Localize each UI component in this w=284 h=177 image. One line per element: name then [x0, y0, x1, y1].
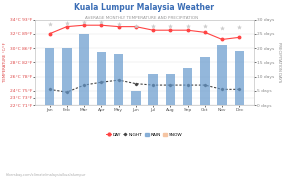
Point	[237, 25, 242, 28]
Bar	[114, 54, 123, 105]
Legend: DAY, NIGHT, RAIN, SNOW: DAY, NIGHT, RAIN, SNOW	[105, 131, 184, 139]
Bar	[200, 57, 210, 105]
Bar	[131, 91, 141, 105]
Bar	[79, 34, 89, 105]
Point	[151, 24, 155, 27]
Y-axis label: PRECIPITATION DAYS: PRECIPITATION DAYS	[277, 42, 281, 82]
Point	[99, 21, 104, 24]
Bar	[183, 68, 192, 105]
Y-axis label: TEMPERATURE °C/°F: TEMPERATURE °C/°F	[3, 42, 7, 82]
Title: Kuala Lumpur Malaysia Weather: Kuala Lumpur Malaysia Weather	[74, 3, 214, 12]
Bar	[235, 51, 244, 105]
Point	[133, 24, 138, 27]
Point	[202, 24, 207, 27]
Point	[168, 24, 173, 27]
Point	[64, 22, 69, 24]
Point	[220, 27, 224, 29]
Bar	[97, 52, 106, 105]
Point	[185, 24, 190, 27]
Bar	[218, 45, 227, 105]
Text: AVERAGE MONTHLY TEMPERATURE AND PRECIPITATION: AVERAGE MONTHLY TEMPERATURE AND PRECIPIT…	[85, 16, 199, 20]
Point	[82, 21, 86, 24]
Bar	[166, 74, 175, 105]
Bar	[148, 74, 158, 105]
Bar	[45, 48, 54, 105]
Point	[116, 23, 121, 26]
Point	[47, 23, 52, 26]
Bar	[62, 48, 72, 105]
Text: hikersbay.com/climate/malaysia/kualalumpur: hikersbay.com/climate/malaysia/kualalump…	[6, 173, 86, 177]
